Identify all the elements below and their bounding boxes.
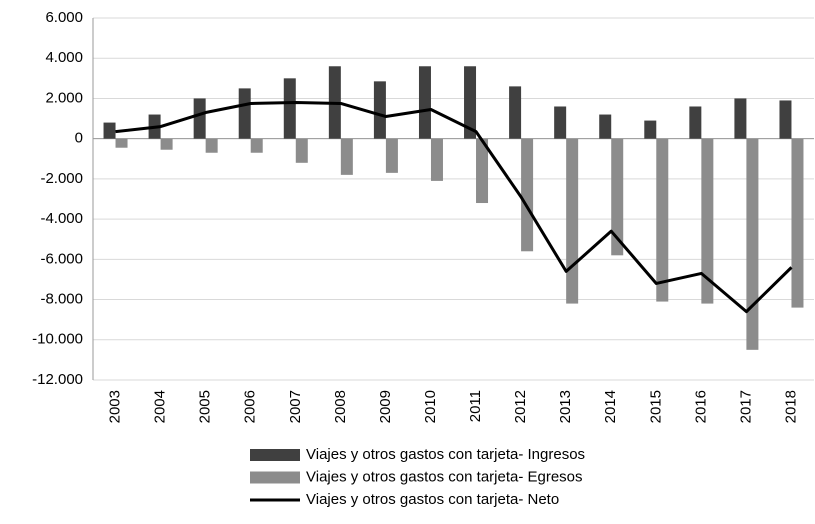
bar: [566, 138, 579, 304]
bar: [205, 138, 218, 153]
y-tick-label: 4.000: [45, 49, 83, 66]
y-tick-label: -4.000: [40, 210, 83, 227]
legend-label: Viajes y otros gastos con tarjeta- Egres…: [306, 468, 583, 485]
bar: [509, 86, 522, 139]
legend-swatch: [250, 471, 300, 484]
bar: [746, 138, 759, 350]
y-tick-label: 2.000: [45, 89, 83, 106]
bar: [476, 138, 489, 204]
x-tick-label: 2003: [107, 390, 124, 423]
x-tick-label: 2011: [467, 390, 484, 422]
bar: [734, 98, 747, 139]
bar: [464, 66, 477, 139]
legend-label: Viajes y otros gastos con tarjeta- Neto: [306, 491, 559, 508]
x-tick-label: 2012: [512, 390, 529, 423]
bar: [250, 138, 263, 153]
y-tick-label: -12.000: [32, 371, 83, 388]
y-tick-label: 6.000: [45, 9, 83, 26]
bar: [103, 122, 116, 139]
bar: [295, 138, 308, 163]
bar: [238, 88, 251, 139]
bar: [385, 138, 398, 173]
bar: [791, 138, 804, 308]
bar: [779, 100, 792, 139]
y-tick-label: -2.000: [40, 170, 83, 187]
bar: [521, 138, 534, 252]
line: [115, 100, 793, 314]
bar: [418, 66, 431, 139]
y-tick-label: 0: [75, 130, 83, 147]
y-tick-label: -6.000: [40, 250, 83, 267]
y-tick-label: -10.000: [32, 331, 83, 348]
x-tick-label: 2004: [152, 390, 169, 423]
x-tick-label: 2006: [242, 390, 259, 423]
bar: [115, 138, 128, 148]
bar: [160, 138, 173, 150]
x-tick-label: 2018: [782, 390, 799, 423]
bar: [193, 98, 206, 139]
bar: [430, 138, 443, 181]
x-tick-label: 2008: [332, 390, 349, 423]
x-tick-label: 2014: [602, 390, 619, 423]
x-tick-label: 2017: [737, 390, 754, 423]
x-tick-label: 2005: [197, 390, 214, 423]
x-tick-label: 2016: [692, 390, 709, 423]
legend-swatch: [250, 449, 300, 461]
x-tick-label: 2015: [647, 390, 664, 423]
bar: [644, 120, 657, 139]
legend-label: Viajes y otros gastos con tarjeta- Ingre…: [306, 446, 585, 463]
bar: [373, 81, 386, 139]
bar: [689, 106, 702, 139]
bar: [340, 138, 353, 175]
x-tick-label: 2007: [287, 390, 304, 423]
x-tick-label: 2009: [377, 390, 394, 423]
y-tick-label: -8.000: [40, 291, 83, 308]
x-tick-label: 2013: [557, 390, 574, 423]
bar: [283, 78, 296, 139]
bar: [611, 138, 624, 256]
bar: [656, 138, 669, 302]
bar: [599, 114, 612, 139]
bar: [701, 138, 714, 304]
bar: [554, 106, 567, 139]
x-tick-label: 2010: [422, 390, 439, 423]
